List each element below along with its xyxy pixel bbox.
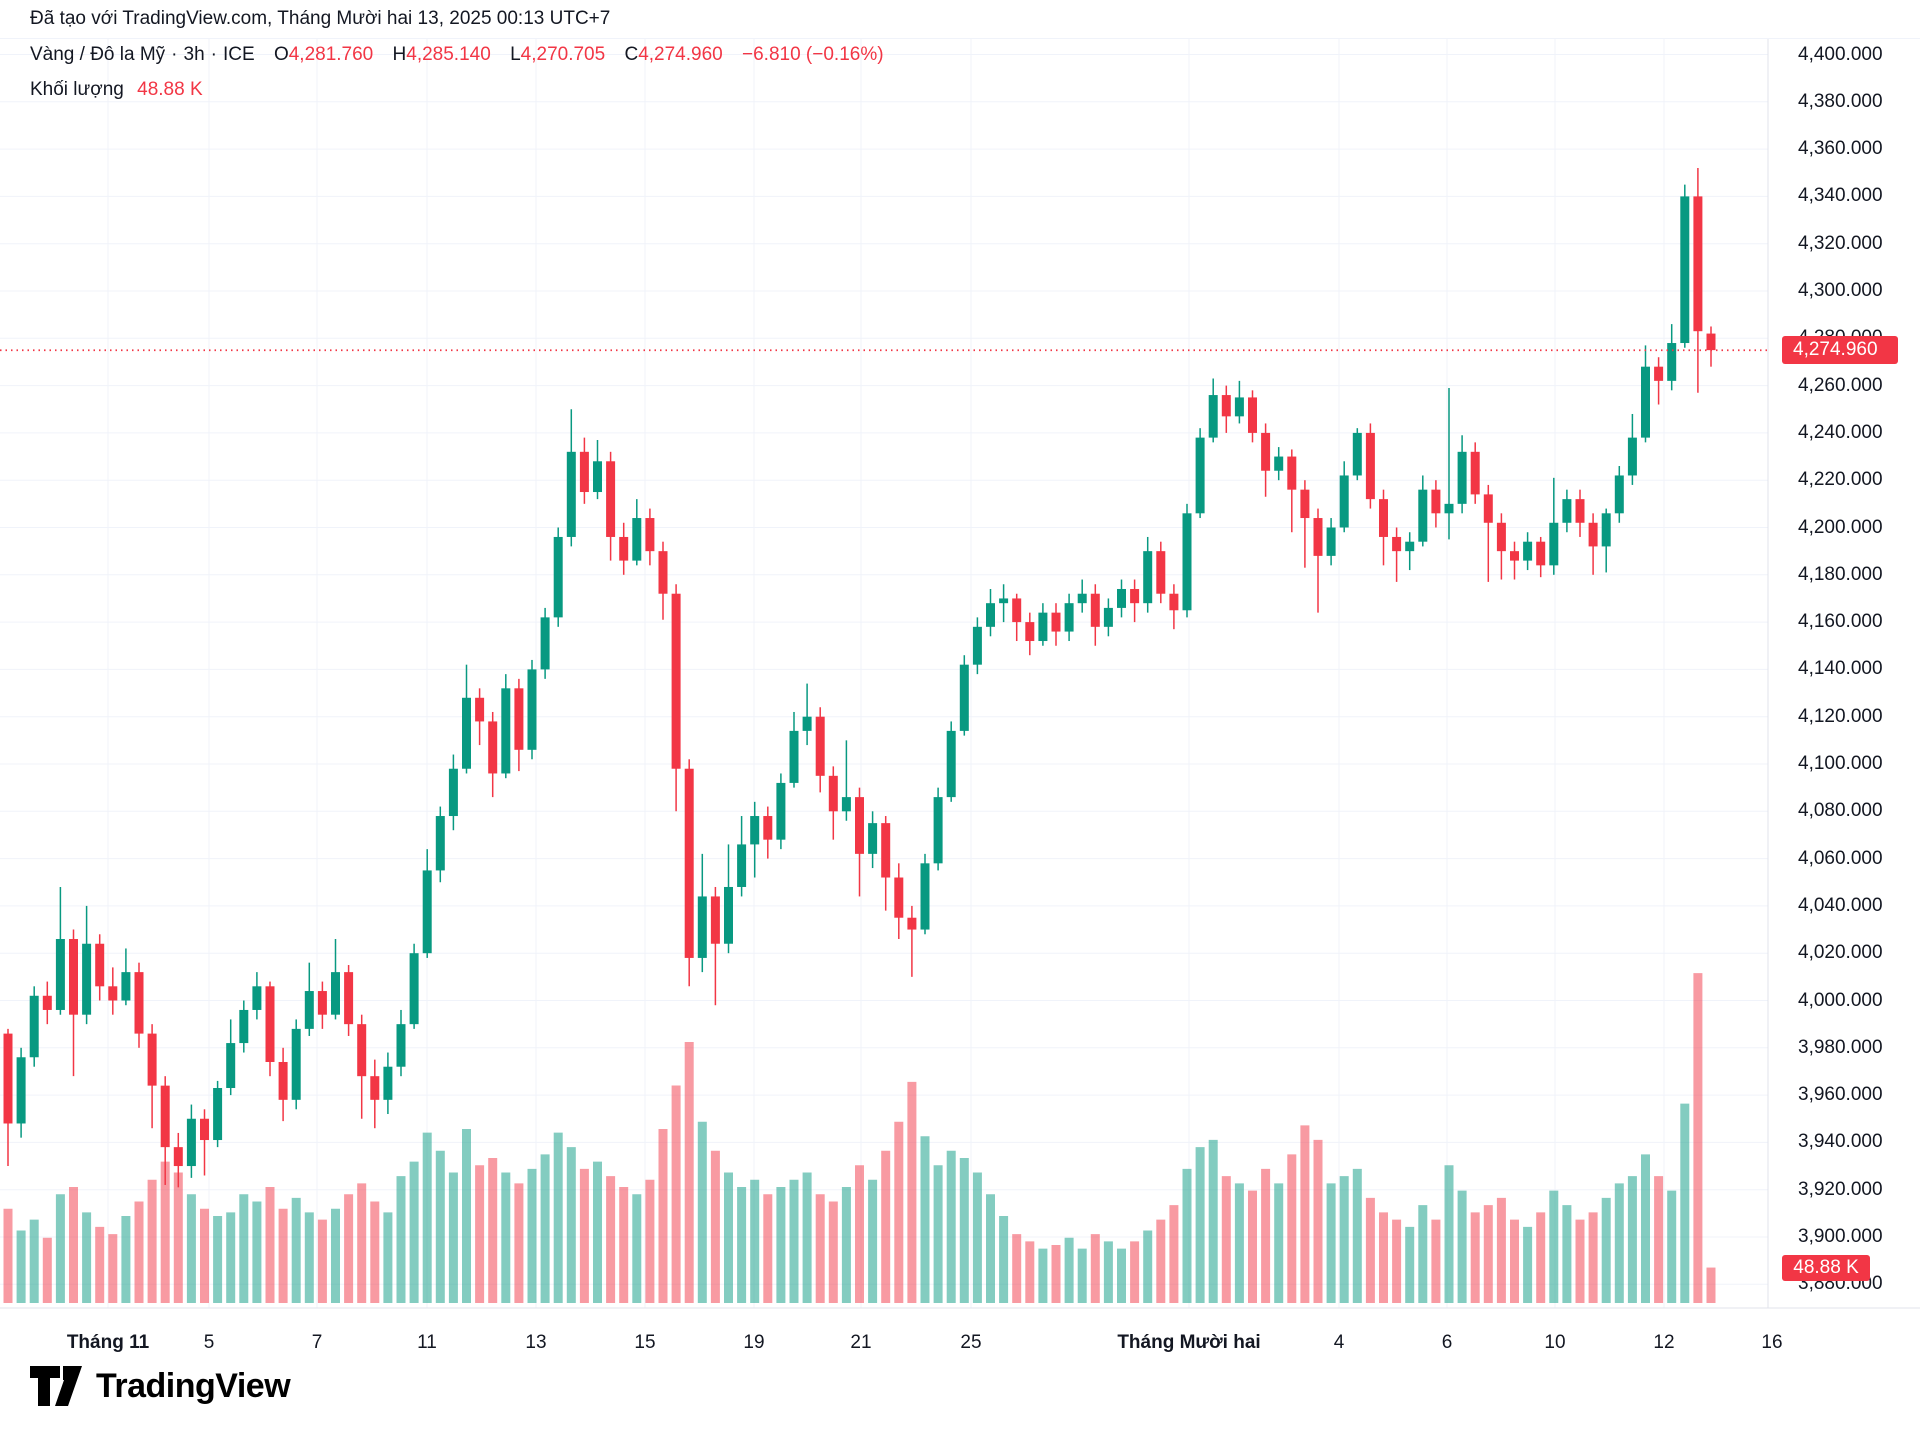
volume-label: Khối lượng bbox=[30, 79, 124, 100]
ohlc-high: H4,285.140 bbox=[392, 44, 491, 65]
symbol-name[interactable]: Vàng / Đô la Mỹ bbox=[30, 44, 166, 65]
tradingview-logo-icon bbox=[30, 1366, 82, 1406]
time-tick-label: 25 bbox=[960, 1332, 982, 1353]
legend-separator: · bbox=[210, 44, 217, 65]
exchange-label: ICE bbox=[222, 44, 255, 65]
attribution-text: Đã tạo với TradingView.com, Tháng Mười h… bbox=[30, 8, 611, 29]
legend-separator: · bbox=[171, 44, 178, 65]
time-axis[interactable]: Tháng 11 5 7 11 13 15 19 21 25 Tháng Mười hai 4 6 10… bbox=[0, 1332, 1920, 1362]
open-value: 4,281.760 bbox=[288, 44, 374, 65]
ohlc-low: L4,270.705 bbox=[510, 44, 606, 65]
time-tick-label: 7 bbox=[311, 1332, 323, 1353]
time-tick-label: 5 bbox=[203, 1332, 215, 1353]
ohlc-close: C4,274.960 bbox=[624, 44, 723, 65]
low-value: 4,270.705 bbox=[520, 44, 606, 65]
time-tick-label: 10 bbox=[1544, 1332, 1566, 1353]
time-tick-label: 19 bbox=[743, 1332, 765, 1353]
current-price-badge: 4,274.960 bbox=[1782, 336, 1898, 365]
time-tick-label: 13 bbox=[525, 1332, 547, 1353]
time-tick-label: 16 bbox=[1761, 1332, 1783, 1353]
close-value: 4,274.960 bbox=[638, 44, 723, 65]
time-tick-label: 12 bbox=[1653, 1332, 1675, 1353]
time-tick-month-label: Tháng Mười hai bbox=[1117, 1332, 1261, 1353]
time-tick-label: 11 bbox=[417, 1332, 437, 1353]
volume-value: 48.88 K bbox=[137, 79, 203, 100]
time-tick-label: 21 bbox=[850, 1332, 872, 1353]
high-value: 4,285.140 bbox=[406, 44, 491, 65]
tradingview-logo[interactable]: TradingView bbox=[30, 1364, 291, 1408]
volume-badge: 48.88 K bbox=[1782, 1254, 1870, 1281]
volume-legend: Khối lượng 48.88 K bbox=[30, 79, 203, 101]
symbol-legend: Vàng / Đô la Mỹ · 3h · ICE O4,281.760 H4,285… bbox=[30, 44, 884, 66]
time-tick-label: 6 bbox=[1441, 1332, 1453, 1353]
time-tick-label: 15 bbox=[634, 1332, 656, 1353]
time-tick-label: 4 bbox=[1333, 1332, 1345, 1353]
tradingview-logo-text: TradingView bbox=[96, 1366, 291, 1405]
interval-label[interactable]: 3h bbox=[183, 44, 205, 65]
ohlc-open: O4,281.760 bbox=[273, 44, 374, 65]
change-value: −6.810 (−0.16%) bbox=[742, 44, 884, 65]
time-tick-month-label: Tháng 11 bbox=[66, 1332, 150, 1353]
